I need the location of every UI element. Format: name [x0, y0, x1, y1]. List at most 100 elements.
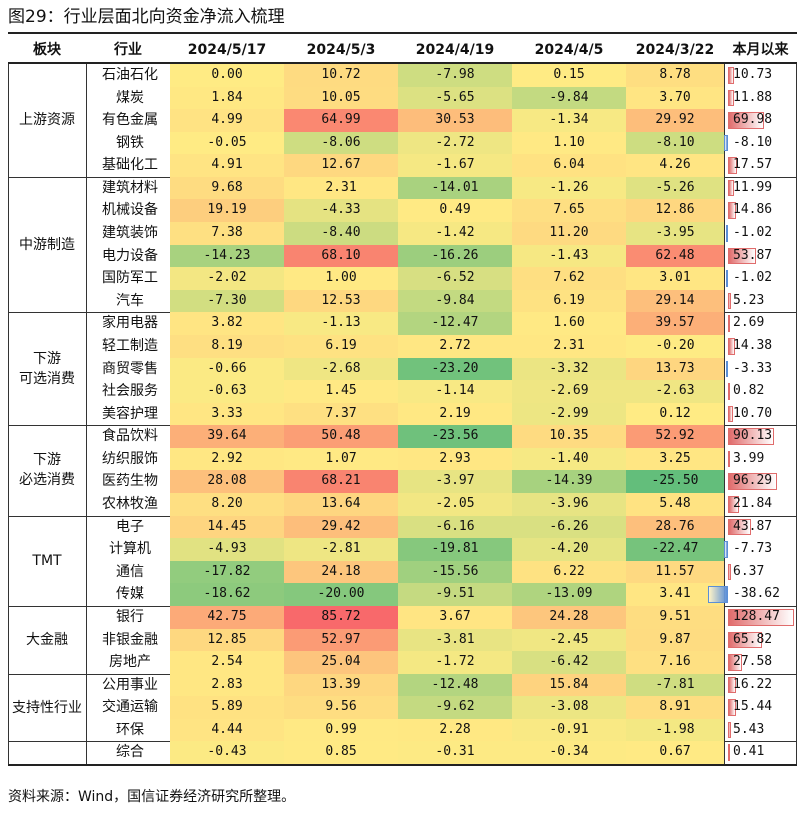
value-cell: -4.93: [170, 538, 284, 561]
value-cell: 19.19: [170, 199, 284, 223]
value-cell: -8.10: [626, 131, 724, 155]
value-cell: 0.00: [170, 64, 284, 87]
mtd-value: -38.62: [733, 586, 780, 602]
value-cell: 5.48: [626, 493, 724, 516]
value-cell: -2.81: [284, 538, 398, 561]
value-cell: 2.72: [398, 334, 512, 358]
value-cell: 9.56: [284, 696, 398, 719]
mtd-value: -1.02: [733, 225, 773, 241]
mtd-bar: [728, 676, 737, 694]
value-cell: 7.65: [512, 199, 626, 223]
value-cell: -12.47: [398, 312, 512, 335]
mtd-bar: [726, 360, 728, 378]
value-cell: 52.92: [626, 425, 724, 448]
mtd-bar: [728, 247, 756, 265]
value-cell: -2.68: [284, 357, 398, 381]
value-cell: 2.31: [512, 334, 626, 358]
value-cell: 85.72: [284, 605, 398, 629]
value-cell: -2.72: [398, 131, 512, 155]
value-cell: -15.56: [398, 560, 512, 584]
header-cell: 本月以来: [732, 42, 789, 58]
value-cell: -3.96: [512, 493, 626, 516]
value-cell: 0.85: [284, 741, 398, 764]
value-cell: -18.62: [170, 583, 284, 606]
mtd-bar: [726, 270, 728, 287]
value-cell: 3.25: [626, 447, 724, 471]
value-cell: 29.42: [284, 515, 398, 539]
value-cell: 68.10: [284, 244, 398, 268]
mtd-value: -3.33: [733, 360, 773, 376]
value-cell: -1.40: [512, 447, 626, 471]
value-cell: 6.19: [512, 289, 626, 313]
mtd-value: 2.69: [733, 315, 765, 331]
value-cell: 3.33: [170, 402, 284, 426]
mtd-value: 10.73: [733, 67, 773, 82]
mtd-bar: [728, 315, 730, 332]
value-cell: 68.21: [284, 470, 398, 494]
value-cell: 11.57: [626, 560, 724, 584]
mtd-value: 17.57: [733, 157, 773, 173]
column-rule: [724, 64, 725, 764]
value-cell: -4.20: [512, 538, 626, 561]
mtd-value: -1.02: [733, 270, 773, 286]
header-cell: 2024/4/19: [415, 42, 495, 58]
value-cell: 6.19: [284, 334, 398, 358]
value-cell: -1.67: [398, 154, 512, 177]
value-cell: 12.67: [284, 154, 398, 177]
value-cell: 29.92: [626, 109, 724, 132]
industry-label: 钢铁: [116, 134, 144, 151]
value-cell: -3.08: [512, 696, 626, 719]
mtd-value: 96.29: [733, 473, 773, 489]
value-cell: 2.31: [284, 176, 398, 200]
value-cell: 14.45: [170, 515, 284, 539]
value-cell: 9.68: [170, 176, 284, 200]
mtd-value: 128.47: [733, 608, 780, 624]
mtd-value: 16.22: [733, 676, 773, 692]
mtd-bar: [728, 405, 734, 423]
mtd-bar: [728, 631, 762, 649]
value-cell: 62.48: [626, 244, 724, 268]
value-cell: 0.67: [626, 741, 724, 764]
mtd-bar: [728, 157, 738, 174]
mtd-bar: [728, 67, 734, 84]
value-cell: 4.99: [170, 109, 284, 132]
industry-label: 建筑装饰: [102, 225, 158, 242]
value-cell: 3.41: [626, 583, 724, 606]
value-cell: 4.26: [626, 154, 724, 177]
industry-label: 电力设备: [102, 247, 158, 264]
mtd-bar: [728, 563, 732, 581]
value-cell: 5.89: [170, 696, 284, 719]
industry-label: 基础化工: [102, 157, 158, 174]
column-rule: [796, 64, 797, 764]
sector-label: 大金融: [26, 631, 68, 648]
mtd-bar: [728, 608, 794, 626]
value-cell: -2.45: [512, 628, 626, 652]
header-cell: 2024/5/3: [306, 42, 376, 58]
mtd-bar: [728, 112, 764, 129]
value-cell: 7.16: [626, 651, 724, 674]
value-cell: 29.14: [626, 289, 724, 313]
value-cell: -3.32: [512, 357, 626, 381]
value-cell: -1.43: [512, 244, 626, 268]
value-cell: 0.15: [512, 64, 626, 87]
value-cell: 64.99: [284, 109, 398, 132]
value-cell: -1.72: [398, 651, 512, 674]
industry-label: 通信: [116, 563, 144, 580]
header-cell: 板块: [33, 42, 61, 58]
industry-label: 有色金属: [102, 112, 158, 129]
industry-label: 石油石化: [102, 67, 158, 83]
mtd-bar: [728, 428, 775, 445]
industry-label: 传媒: [116, 586, 144, 603]
industry-label: 建筑材料: [102, 179, 158, 196]
industry-label: 房地产: [109, 654, 151, 671]
value-cell: -1.98: [626, 718, 724, 742]
value-cell: 2.83: [170, 673, 284, 697]
value-cell: 30.53: [398, 109, 512, 132]
industry-label: 公用事业: [102, 676, 158, 693]
value-cell: 4.44: [170, 718, 284, 742]
value-cell: -8.06: [284, 131, 398, 155]
industry-label: 交通运输: [102, 699, 158, 716]
mtd-value: 5.23: [733, 292, 765, 308]
value-cell: 1.00: [284, 267, 398, 290]
value-cell: -2.05: [398, 493, 512, 516]
